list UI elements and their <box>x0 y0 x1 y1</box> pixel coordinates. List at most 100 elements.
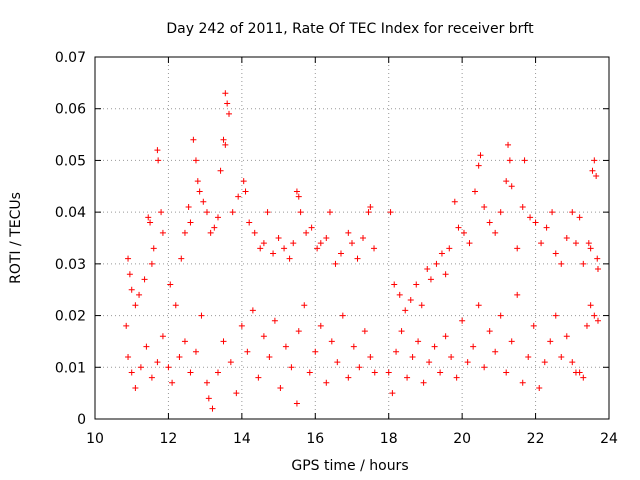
data-point <box>541 359 548 366</box>
data-point <box>282 343 289 350</box>
data-point <box>514 245 521 252</box>
data-point <box>437 369 444 376</box>
data-point <box>563 235 570 241</box>
data-point <box>332 260 339 267</box>
data-point <box>587 245 594 252</box>
data-point <box>308 224 315 231</box>
data-point <box>200 198 207 205</box>
data-point <box>503 178 510 185</box>
data-point <box>190 136 197 143</box>
x-tick-label: 16 <box>306 431 324 447</box>
data-point <box>591 312 598 319</box>
data-point <box>475 162 482 169</box>
data-point <box>192 348 199 355</box>
data-point <box>389 390 396 397</box>
data-point <box>532 219 539 226</box>
data-point <box>128 286 135 293</box>
data-point <box>187 219 194 226</box>
data-point <box>503 369 510 376</box>
y-axis-label: ROTI / TECUs <box>8 192 24 284</box>
data-point <box>576 214 583 221</box>
data-point <box>455 224 462 231</box>
data-point <box>420 379 427 386</box>
data-point <box>558 260 565 267</box>
data-point <box>594 317 601 324</box>
data-point <box>196 188 203 195</box>
data-point <box>165 364 172 371</box>
data-point <box>125 255 132 262</box>
y-tick-label: 0.02 <box>55 309 86 325</box>
data-point <box>240 178 247 185</box>
data-point <box>301 302 308 309</box>
data-point <box>187 369 194 376</box>
data-point <box>220 338 227 345</box>
data-point <box>538 240 545 247</box>
data-point <box>519 203 526 210</box>
data-point <box>148 374 155 381</box>
data-point <box>203 379 210 386</box>
data-point <box>580 374 587 381</box>
data-point <box>433 260 440 267</box>
x-tick-label: 10 <box>86 431 104 447</box>
data-point <box>222 141 229 148</box>
data-point <box>371 369 378 376</box>
data-point <box>295 328 302 335</box>
data-points <box>123 90 601 412</box>
data-point <box>460 229 467 236</box>
data-point <box>426 359 433 366</box>
data-point <box>360 235 367 241</box>
data-point <box>415 338 422 345</box>
data-point <box>583 322 590 329</box>
data-point <box>244 348 251 355</box>
data-point <box>418 302 425 309</box>
data-point <box>126 271 133 278</box>
data-point <box>427 276 434 283</box>
data-point <box>356 364 363 371</box>
data-point <box>306 369 313 376</box>
data-point <box>220 136 227 143</box>
data-point <box>266 353 273 360</box>
data-point <box>424 266 431 273</box>
data-point <box>547 338 554 345</box>
data-point <box>229 209 236 216</box>
data-point <box>312 348 319 355</box>
data-point <box>448 353 455 360</box>
data-point <box>242 188 249 195</box>
data-point <box>249 307 256 314</box>
data-point <box>354 255 361 262</box>
data-point <box>350 343 357 350</box>
data-point <box>334 359 341 366</box>
data-point <box>222 90 229 97</box>
data-point <box>459 317 466 324</box>
data-point <box>275 235 282 241</box>
data-point <box>407 297 414 304</box>
data-point <box>328 338 335 345</box>
data-point <box>486 219 493 226</box>
data-point <box>257 245 264 252</box>
data-point <box>271 317 278 324</box>
data-point <box>371 245 378 252</box>
data-point <box>148 260 155 267</box>
data-point <box>154 359 161 366</box>
data-point <box>492 348 499 355</box>
plot-border <box>94 56 610 420</box>
data-point <box>558 353 565 360</box>
data-point <box>125 353 132 360</box>
data-point <box>506 157 513 164</box>
data-point <box>514 291 521 298</box>
data-point <box>387 209 394 216</box>
data-point <box>367 203 374 210</box>
y-tick-label: 0.03 <box>55 257 86 273</box>
data-point <box>398 328 405 335</box>
data-point <box>246 219 253 226</box>
data-point <box>572 240 579 247</box>
data-point <box>413 281 420 288</box>
data-point <box>466 240 473 247</box>
data-point <box>481 364 488 371</box>
data-point <box>365 209 372 216</box>
data-point <box>519 379 526 386</box>
data-point <box>303 229 310 236</box>
data-point <box>226 110 233 117</box>
